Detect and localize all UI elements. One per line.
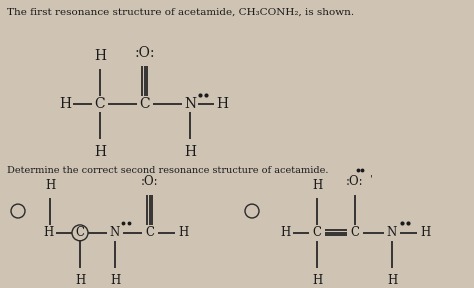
Text: C: C	[140, 97, 150, 111]
Text: N: N	[387, 226, 397, 239]
Text: H: H	[387, 274, 397, 287]
Text: :O:: :O:	[135, 46, 155, 60]
Text: H: H	[94, 50, 106, 63]
Text: C: C	[350, 226, 359, 239]
Text: H: H	[280, 226, 290, 239]
Text: H: H	[178, 226, 188, 239]
Text: H: H	[45, 179, 55, 192]
Text: The first resonance structure of acetamide, CH₃CONH₂, is shown.: The first resonance structure of acetami…	[7, 8, 354, 17]
Text: H: H	[312, 274, 322, 287]
Text: C: C	[146, 226, 155, 239]
Text: H: H	[110, 274, 120, 287]
Text: :O:: :O:	[346, 175, 364, 188]
Text: :O:: :O:	[141, 175, 159, 188]
Text: C: C	[75, 226, 84, 239]
Text: H: H	[94, 145, 106, 159]
Text: C: C	[312, 226, 321, 239]
Text: C: C	[95, 97, 105, 111]
Text: H: H	[43, 226, 53, 239]
Text: N: N	[184, 97, 196, 111]
Text: ': '	[370, 175, 373, 184]
Text: H: H	[312, 179, 322, 192]
Text: H: H	[184, 145, 196, 159]
Text: N: N	[110, 226, 120, 239]
Text: H: H	[75, 274, 85, 287]
Text: H: H	[59, 97, 71, 111]
Text: H: H	[420, 226, 430, 239]
Text: Determine the correct second resonance structure of acetamide.: Determine the correct second resonance s…	[7, 166, 328, 175]
Text: H: H	[216, 97, 228, 111]
